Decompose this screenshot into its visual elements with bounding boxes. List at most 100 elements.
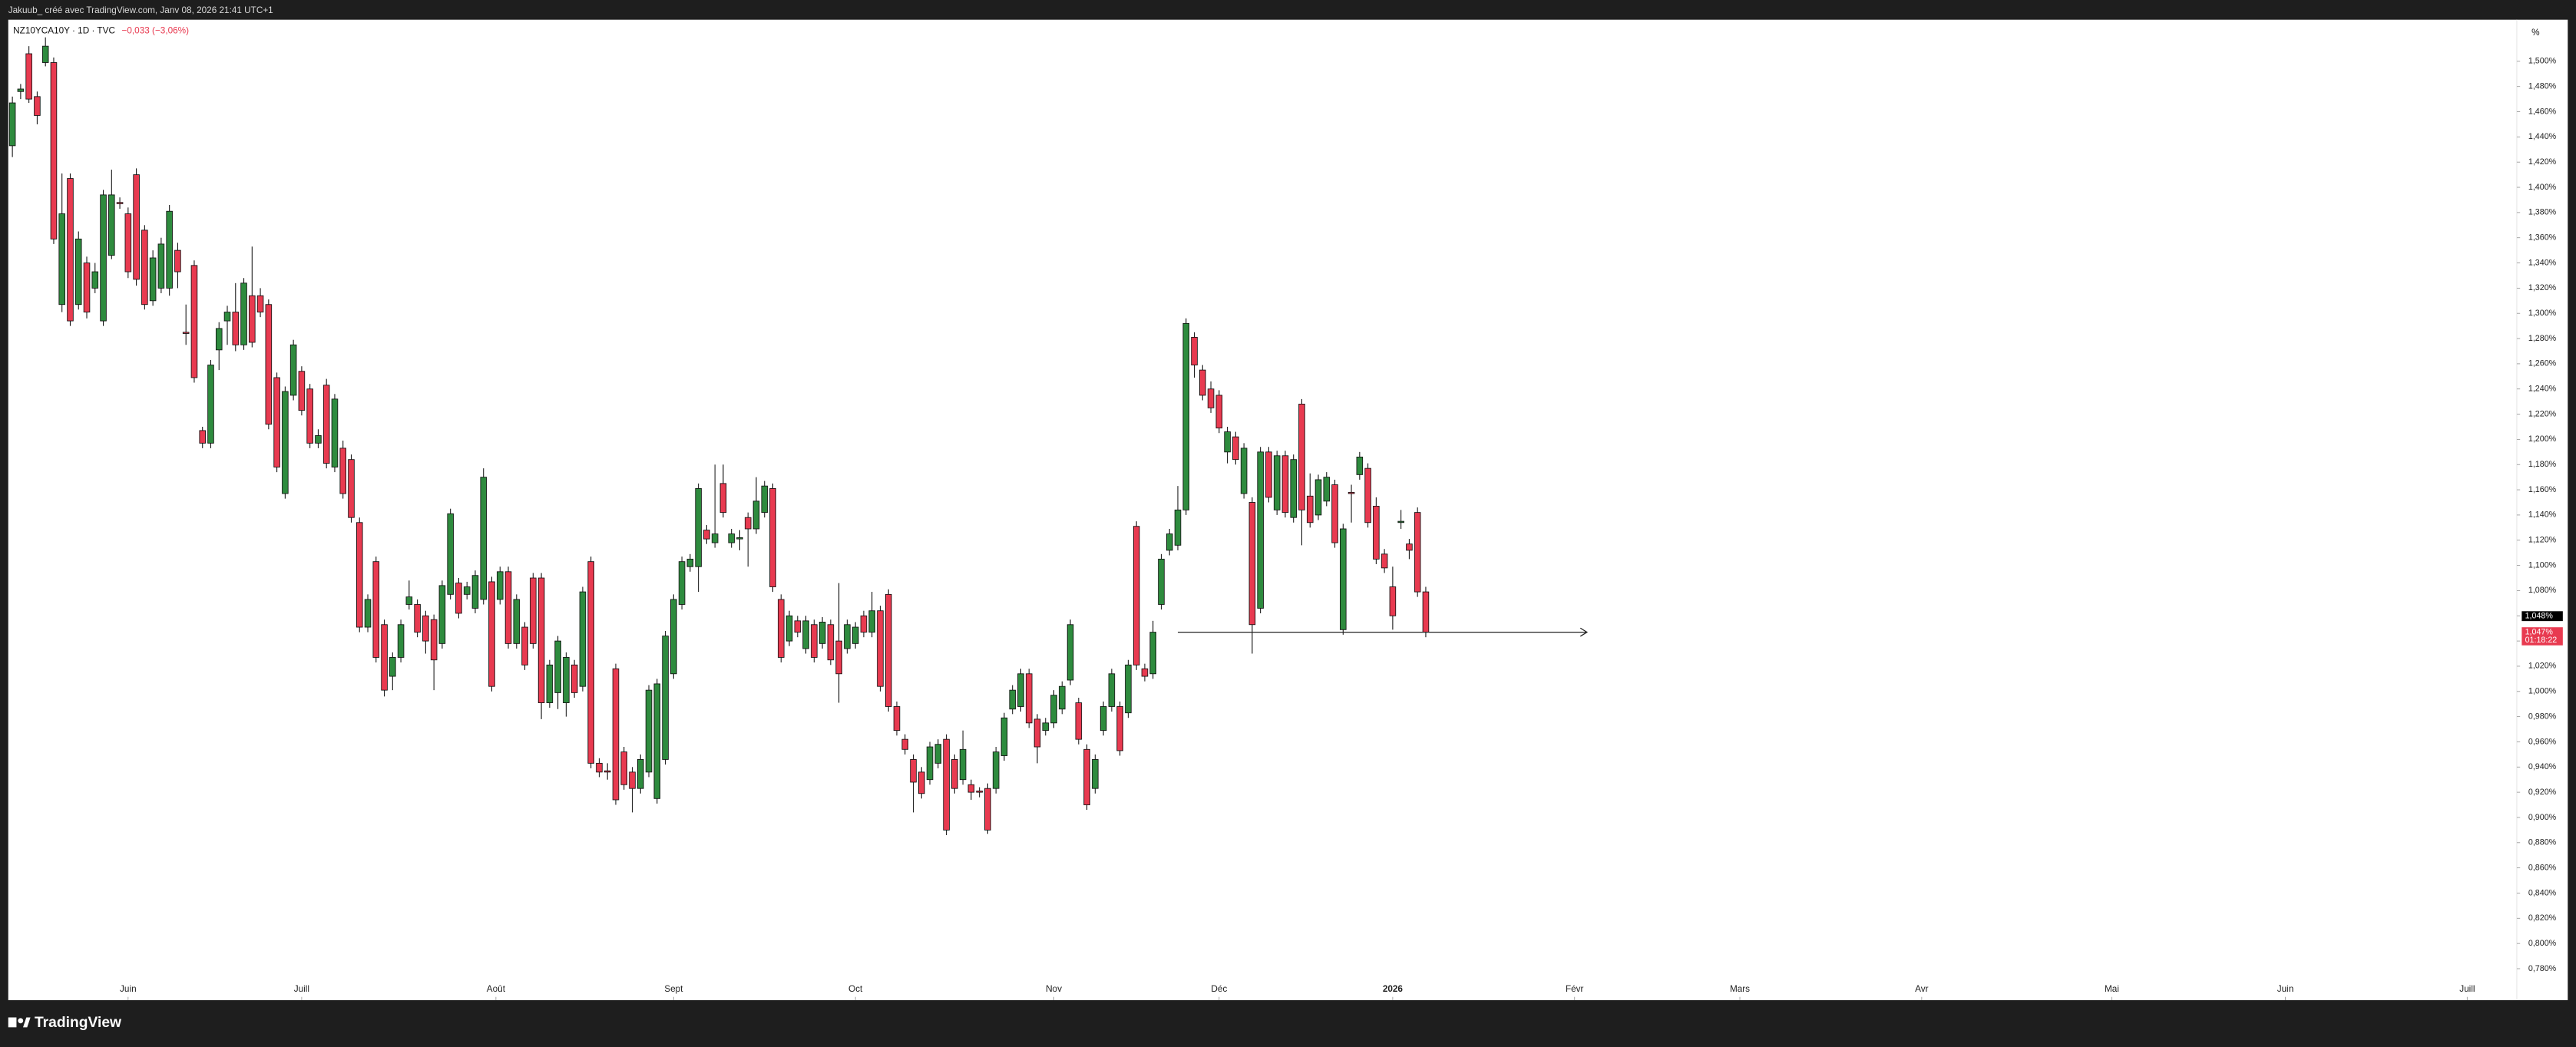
candle-body xyxy=(835,640,842,675)
candle-body xyxy=(570,664,578,693)
y-tick-label: 1,240% xyxy=(2528,385,2557,394)
candle-body xyxy=(1182,322,1190,510)
candle-body xyxy=(455,583,462,614)
logo-dot xyxy=(18,1018,24,1024)
candle-body xyxy=(199,430,207,444)
candle-body xyxy=(306,388,313,444)
y-tick-label: 1,100% xyxy=(2528,560,2557,570)
candle-body xyxy=(397,624,405,658)
candle-body xyxy=(240,282,247,345)
x-tick-label: 2026 xyxy=(1383,984,1404,994)
candle-body xyxy=(761,485,769,514)
y-tick-label: 1,420% xyxy=(2528,157,2557,167)
candle-body xyxy=(1108,673,1116,707)
candle-body xyxy=(860,615,868,633)
y-tick-label: 1,280% xyxy=(2528,334,2557,343)
y-tick-label: 1,020% xyxy=(2528,662,2557,671)
candle-body xyxy=(100,194,107,322)
candle-body xyxy=(372,561,380,658)
x-tick-label: Sept xyxy=(664,984,683,994)
candle-body xyxy=(1116,706,1123,751)
candle-body xyxy=(1059,685,1066,710)
candle-body xyxy=(1281,455,1289,514)
candle-body xyxy=(1348,491,1355,494)
candle-body xyxy=(736,537,743,540)
candle-body xyxy=(728,533,735,543)
candle-body xyxy=(149,257,157,302)
candle-body xyxy=(256,295,264,313)
candle-body xyxy=(612,668,620,801)
candle-body xyxy=(620,751,628,785)
candle-body xyxy=(521,626,528,666)
brand: TradingView xyxy=(35,1015,122,1031)
candle-body xyxy=(637,759,644,789)
y-tick-label: 0,880% xyxy=(2528,838,2557,847)
candle-body xyxy=(1364,467,1371,524)
candle-body xyxy=(1050,695,1057,724)
candle-body xyxy=(852,626,859,644)
candle-body xyxy=(190,265,198,378)
candle-body xyxy=(289,344,297,396)
candle-body xyxy=(554,640,561,693)
candle-body xyxy=(992,751,1000,789)
candle-body xyxy=(629,771,636,789)
candle-body xyxy=(587,561,594,764)
candle-body xyxy=(174,249,181,272)
candle-body xyxy=(17,88,25,92)
candle-body xyxy=(1306,495,1314,524)
candle-body xyxy=(91,271,99,289)
candle-body xyxy=(166,210,173,289)
price-label-box xyxy=(2521,611,2563,622)
candle-body xyxy=(1033,718,1041,748)
candle-body xyxy=(414,604,421,633)
candle-body xyxy=(1422,591,1430,633)
candle-body xyxy=(50,62,58,239)
candle-body xyxy=(868,610,875,633)
y-tick-label: 0,940% xyxy=(2528,762,2557,771)
y-tick-label: 1,480% xyxy=(2528,82,2557,91)
candle-body xyxy=(1265,451,1272,498)
candle-body xyxy=(1215,395,1223,429)
candle-body xyxy=(951,759,958,789)
price-label: 1,048% xyxy=(2525,612,2554,621)
candle-body xyxy=(496,571,504,600)
x-tick-label: Oct xyxy=(848,984,863,994)
candle-body xyxy=(447,513,454,595)
candle-body xyxy=(1025,673,1033,724)
candle-body xyxy=(537,577,545,703)
candle-body xyxy=(141,230,148,306)
candle-body xyxy=(943,738,950,831)
candle-body xyxy=(364,599,372,628)
price-label: 1,047% xyxy=(2525,627,2554,636)
candle-body xyxy=(1158,558,1165,605)
candle-body xyxy=(802,620,809,649)
candle-body xyxy=(1323,477,1331,502)
candle-body xyxy=(298,371,306,411)
x-tick-label: Juill xyxy=(294,984,309,994)
candle-body xyxy=(389,657,396,677)
x-tick-label: Mars xyxy=(1730,984,1750,994)
candle-body xyxy=(1174,509,1182,546)
candle-body xyxy=(546,664,554,703)
candle-body xyxy=(1314,479,1322,516)
candle-body xyxy=(1273,455,1281,510)
x-tick-label: Mai xyxy=(2105,984,2119,994)
price-label-box xyxy=(2521,627,2563,646)
ray-arrow xyxy=(1579,627,1589,637)
candle-body xyxy=(1199,369,1206,396)
candle-body xyxy=(844,624,851,649)
y-tick-label: 0,820% xyxy=(2528,913,2557,923)
y-tick-label: 0,780% xyxy=(2528,964,2557,973)
candle-body xyxy=(885,593,892,707)
candle-body xyxy=(513,599,521,644)
candle-body xyxy=(488,581,495,687)
y-tick-label: 0,900% xyxy=(2528,813,2557,822)
candle-body xyxy=(315,435,322,444)
candle-body xyxy=(480,477,488,600)
candle-body xyxy=(108,194,115,256)
candle-body xyxy=(811,624,818,658)
candle-body xyxy=(1248,502,1256,626)
candle-body xyxy=(1083,748,1090,805)
candle-body xyxy=(83,263,91,313)
